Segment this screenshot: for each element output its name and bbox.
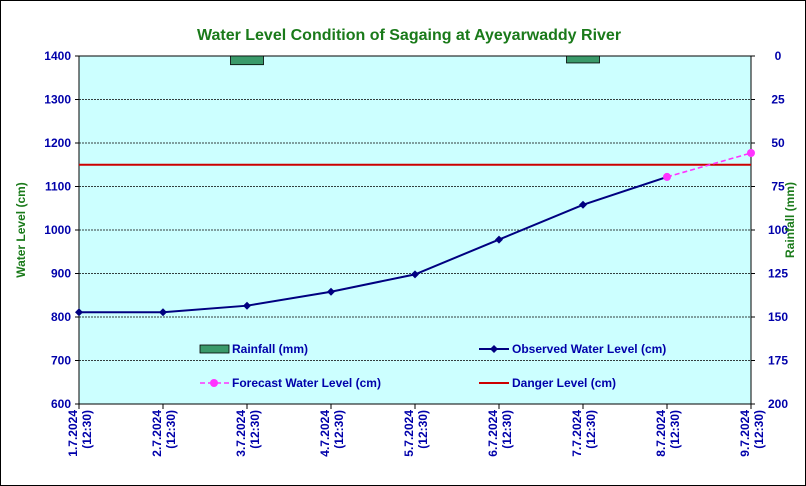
y-tick-label: 1100 xyxy=(45,180,71,194)
y-tick-label: 1300 xyxy=(44,93,71,107)
y-tick-label: 700 xyxy=(51,354,71,368)
y-tick-label: 800 xyxy=(51,310,71,324)
observed-point xyxy=(75,308,83,317)
y-tick-label: 1000 xyxy=(44,223,71,237)
x-tick-label: 3.7.2024 (12:30) xyxy=(234,410,262,457)
y2-tick-label: 25 xyxy=(771,93,785,107)
chart-title: Water Level Condition of Sagaing at Ayey… xyxy=(197,27,621,44)
observed-point xyxy=(579,200,587,209)
x-tick-label-line: (12:30) xyxy=(668,410,682,449)
observed-point xyxy=(159,308,167,317)
x-tick-label: 7.7.2024 (12:30) xyxy=(570,410,598,457)
y2-tick-label: 175 xyxy=(768,354,788,368)
x-tick-label-line: 8.7.2024 xyxy=(654,410,668,457)
x-tick-label-line: (12:30) xyxy=(164,410,178,449)
observed-point xyxy=(327,287,335,296)
y-tick-label: 1400 xyxy=(44,49,71,63)
rainfall-bar xyxy=(230,55,264,66)
legend-danger-label: Danger Level (cm) xyxy=(512,376,616,390)
x-tick-label-line: 5.7.2024 xyxy=(402,410,416,457)
x-tick-label-line: (12:30) xyxy=(416,410,430,449)
rainfall-bars xyxy=(230,55,600,66)
x-tick-label: 5.7.2024 (12:30) xyxy=(402,410,430,457)
x-tick-label-line: 6.7.2024 xyxy=(486,410,500,457)
x-tick-label-line: 2.7.2024 xyxy=(150,410,164,457)
x-tick-label-line: (12:30) xyxy=(752,410,766,449)
observed-point xyxy=(411,270,419,279)
y-axis-label: Water Level (cm) xyxy=(14,182,28,278)
observed-point xyxy=(495,235,503,244)
y2-tick-label: 75 xyxy=(771,180,785,194)
forecast-line xyxy=(666,152,752,178)
x-tick-label: 4.7.2024 (12:30) xyxy=(318,410,346,457)
y2-tick-label: 200 xyxy=(768,397,788,411)
gridlines xyxy=(79,99,751,361)
x-tick-label: 1.7.2024 (12:30) xyxy=(66,410,94,457)
x-tick-label-line: 3.7.2024 xyxy=(234,410,248,457)
legend-item-rainfall: Rainfall (mm) xyxy=(199,342,308,356)
y2-tick-label: 150 xyxy=(768,310,788,324)
y-axis-right: 0 25 50 75 100 125 150 175 200 xyxy=(751,49,788,411)
forecast-point xyxy=(747,149,755,158)
legend-rainfall-label: Rainfall (mm) xyxy=(232,342,308,356)
rainfall-bar xyxy=(566,55,600,64)
x-tick-label-line: 1.7.2024 xyxy=(66,410,80,457)
observed-line xyxy=(79,175,668,314)
legend-observed-label: Observed Water Level (cm) xyxy=(512,342,666,356)
x-tick-label: 6.7.2024 (12:30) xyxy=(486,410,514,457)
x-tick-label: 8.7.2024 (12:30) xyxy=(654,410,682,457)
x-tick-label-line: 4.7.2024 xyxy=(318,410,332,457)
x-tick-label: 2.7.2024 (12:30) xyxy=(150,410,178,457)
legend-forecast-marker xyxy=(210,379,218,387)
legend-item-danger: Danger Level (cm) xyxy=(479,376,616,390)
x-tick-label-line: 7.7.2024 xyxy=(570,410,584,457)
y2-tick-label: 0 xyxy=(775,49,782,63)
legend-item-observed: Observed Water Level (cm) xyxy=(479,342,666,356)
x-tick-label-line: (12:30) xyxy=(332,410,346,449)
y-tick-label: 900 xyxy=(51,267,71,281)
y2-tick-label: 125 xyxy=(768,267,788,281)
x-tick-label-line: (12:30) xyxy=(584,410,598,449)
y-tick-label: 600 xyxy=(51,397,71,411)
x-tick-label-line: (12:30) xyxy=(500,410,514,449)
x-tick-label-line: (12:30) xyxy=(248,410,262,449)
legend-item-forecast: Forecast Water Level (cm) xyxy=(200,376,381,390)
observed-point xyxy=(243,301,251,310)
y-axis-left: 600 700 800 900 1000 1100 1200 1300 1400 xyxy=(44,49,79,411)
x-tick-label-line: (12:30) xyxy=(80,410,94,449)
legend-rainfall-swatch xyxy=(199,344,230,354)
y2-tick-label: 100 xyxy=(768,223,788,237)
legend-forecast-label: Forecast Water Level (cm) xyxy=(232,376,381,390)
legend: Rainfall (mm) Observed Water Level (cm) … xyxy=(199,342,666,390)
x-tick-label: 9.7.2024 (12:30) xyxy=(738,410,766,457)
y2-tick-label: 50 xyxy=(771,136,785,150)
x-tick-label-line: 9.7.2024 xyxy=(738,410,752,457)
forecast-series xyxy=(663,149,755,181)
legend-observed-marker xyxy=(490,345,498,353)
y-tick-label: 1200 xyxy=(44,136,71,150)
x-axis: 1.7.2024 (12:30) 2.7.2024 (12:30) 3.7.2024 (1… xyxy=(66,404,766,457)
forecast-point xyxy=(663,172,671,181)
y2-axis-label: Rainfall (mm) xyxy=(783,182,797,258)
